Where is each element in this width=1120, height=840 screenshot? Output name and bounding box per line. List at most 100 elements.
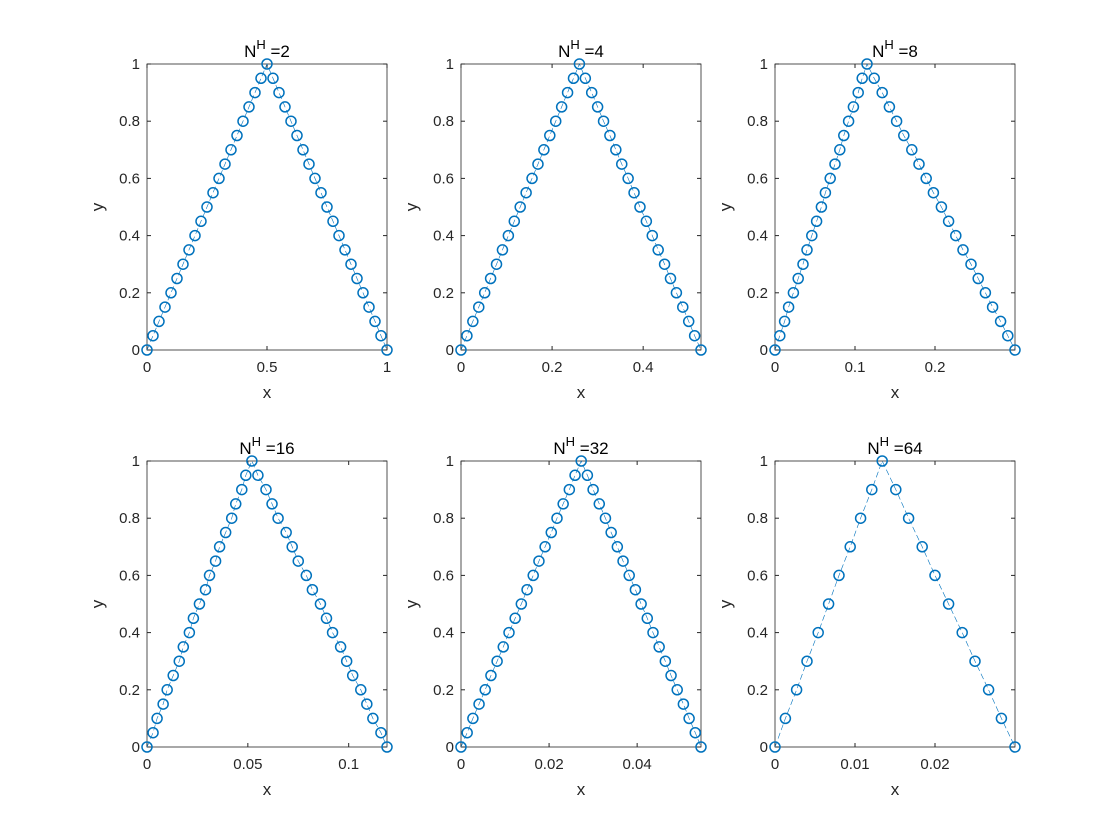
data-point (514, 201, 526, 213)
series-line (146, 63, 388, 351)
data-point (935, 201, 948, 213)
data-point (367, 712, 379, 725)
axes-box (774, 63, 1016, 351)
y-axis-label: y (88, 599, 107, 608)
data-point (381, 344, 393, 356)
data-point (604, 129, 616, 142)
data-point (141, 344, 153, 356)
data-point (942, 215, 955, 228)
data-point (847, 101, 860, 113)
y-tick-label: 0.2 (747, 682, 768, 699)
subplot-title: NH =64 (867, 434, 922, 458)
x-axis-label: x (891, 780, 900, 799)
data-point (314, 598, 327, 610)
x-tick-label: 0.02 (920, 756, 949, 773)
data-point (147, 726, 159, 739)
data-point (484, 272, 497, 285)
data-point (833, 569, 845, 582)
data-point (167, 669, 179, 682)
data-point (995, 712, 1008, 725)
data-point (769, 741, 781, 753)
data-point (782, 301, 795, 313)
data-point (561, 86, 574, 99)
y-tick-label: 0 (760, 739, 768, 756)
data-point (207, 186, 219, 199)
data-point (201, 201, 213, 213)
data-point (898, 129, 910, 142)
data-point (351, 272, 363, 285)
subplot-title: NH =16 (239, 434, 294, 458)
subplot-title: NH =2 (244, 37, 290, 61)
data-point (647, 626, 659, 639)
data-point (920, 172, 932, 185)
y-axis-label: y (402, 202, 421, 211)
data-point (599, 512, 612, 524)
data-point (611, 541, 624, 553)
data-point (927, 186, 940, 199)
data-point (1002, 329, 1014, 342)
data-point (950, 229, 962, 242)
data-point (345, 258, 357, 270)
y-tick-label: 0 (446, 739, 454, 756)
data-point (280, 526, 292, 539)
data-point (165, 287, 177, 299)
data-point (279, 101, 291, 113)
series-line (460, 63, 702, 351)
data-point (151, 712, 163, 725)
data-point (321, 201, 333, 213)
data-point (854, 512, 867, 524)
data-point (929, 569, 941, 582)
data-point (822, 598, 835, 610)
data-point (189, 229, 201, 242)
data-point (969, 655, 981, 667)
data-point (890, 115, 903, 127)
title-part: N (872, 42, 884, 61)
y-tick-label: 0.2 (119, 285, 140, 302)
data-point (824, 172, 836, 185)
data-point (779, 712, 792, 725)
subplot: 0 0.2 0.4 0.6 0.8 1 0 0.2 0.4 x y NH =4 (402, 37, 707, 402)
title-part: N (244, 42, 256, 61)
x-tick-label: 0.02 (534, 756, 563, 773)
data-point (153, 315, 165, 328)
data-point (555, 101, 568, 113)
data-point (665, 669, 677, 682)
x-tick-label: 0.1 (845, 359, 866, 376)
y-tick-label: 1 (760, 453, 768, 470)
data-point (916, 541, 928, 553)
data-point (286, 541, 298, 553)
title-part: N (867, 439, 879, 458)
data-point (272, 512, 284, 524)
data-point (340, 655, 353, 667)
y-tick-label: 0.6 (747, 170, 768, 187)
data-point (629, 583, 642, 596)
data-point (544, 129, 556, 142)
data-point (658, 258, 671, 270)
data-point (508, 215, 521, 228)
data-point (479, 684, 491, 696)
data-point (357, 287, 369, 299)
data-point (797, 258, 809, 270)
data-point (490, 258, 503, 270)
title-part: =4 (580, 42, 604, 61)
data-point (616, 158, 628, 170)
data-point (237, 115, 249, 127)
data-point (532, 158, 544, 170)
data-point (161, 684, 173, 696)
data-point (787, 287, 800, 299)
y-axis-label: y (88, 202, 107, 211)
data-point (688, 329, 701, 342)
data-point (806, 229, 818, 242)
x-axis-label: x (577, 383, 586, 402)
data-point (255, 72, 267, 85)
data-point (225, 144, 237, 156)
series-line (774, 460, 1016, 748)
data-point (593, 498, 606, 510)
subplot: 0 0.2 0.4 0.6 0.8 1 0 0.5 1 x y NH =2 (88, 37, 393, 402)
data-point (866, 483, 878, 496)
y-axis-label: y (402, 599, 421, 608)
data-point (231, 129, 243, 142)
data-point (581, 469, 594, 482)
title-part: H (256, 37, 265, 52)
y-tick-label: 0.2 (747, 285, 768, 302)
